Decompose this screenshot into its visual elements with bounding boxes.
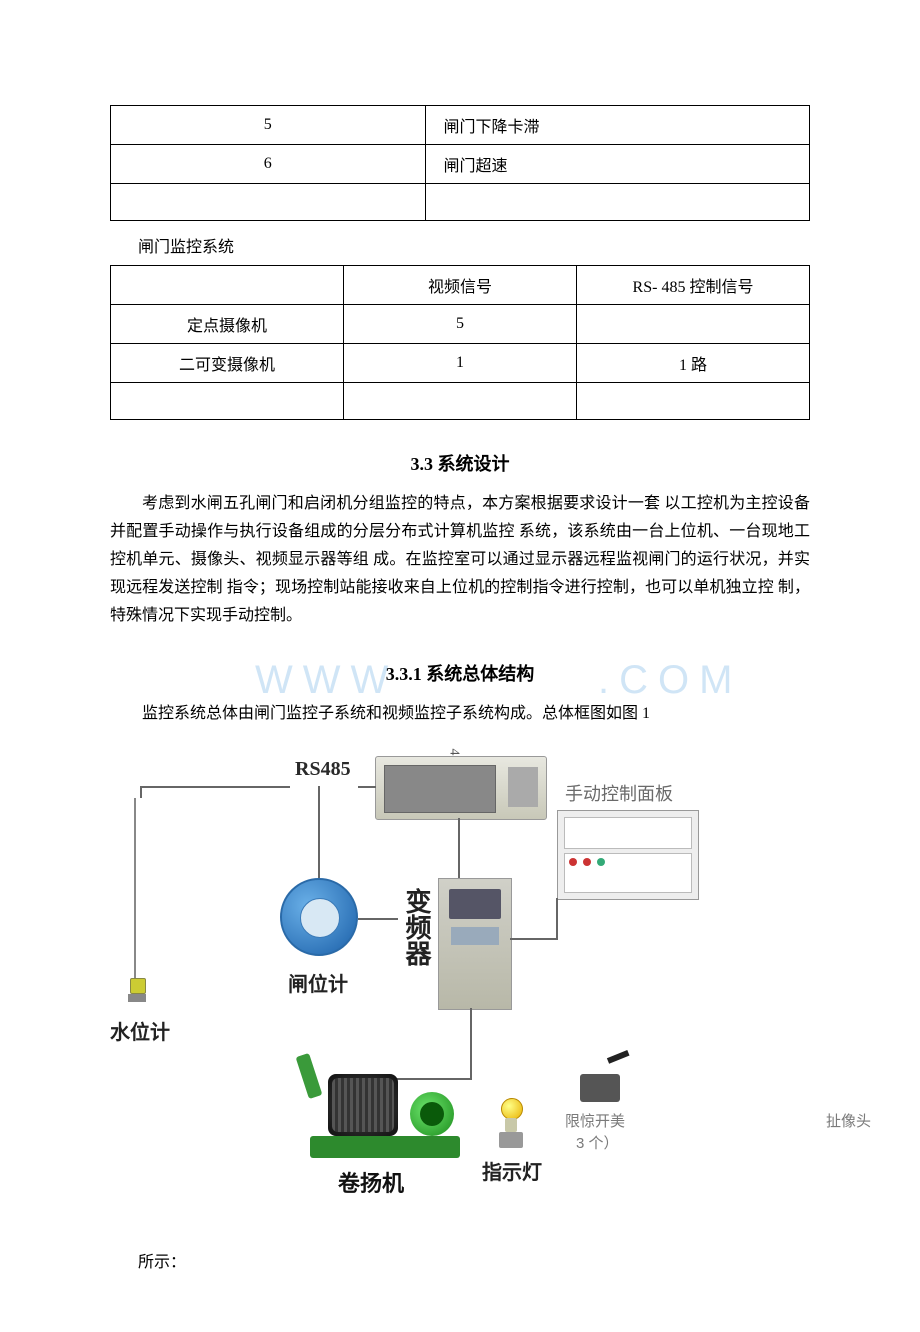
connector-line [510, 938, 558, 940]
water-meter-icon [130, 798, 142, 998]
table-row: 6 闸门超速 [111, 145, 810, 184]
limit-switch-icon [572, 1058, 632, 1106]
label-suoshi: 所示： [138, 1248, 810, 1272]
cell: 5 [344, 305, 577, 344]
cell [577, 383, 810, 420]
gate-meter-icon [280, 878, 358, 956]
connector-line [358, 918, 398, 920]
table-row: 定点摄像机 5 [111, 305, 810, 344]
label-camera: 扯像头 [826, 1110, 871, 1131]
cell [111, 184, 426, 221]
cell: 5 [111, 106, 426, 145]
heading-3-3: 3.3 系统设计 [110, 450, 810, 476]
connector-line [470, 1008, 472, 1078]
paragraph-3-3: 考虑到水闸五孔闸门和启闭机分组监控的特点，本方案根据要求设计一套 以工控机为主控… [110, 490, 810, 630]
cell [344, 383, 577, 420]
label-water-meter: 水位计 [110, 1016, 170, 1045]
heading-text: 系统总体结构 [426, 664, 534, 684]
cell-header: 视频信号 [344, 266, 577, 305]
paragraph-3-3-1: 监控系统总体由闸门监控子系统和视频监控子系统构成。总体框图如图 1 [110, 700, 810, 728]
heading-text: 系统设计 [438, 454, 510, 474]
label-vfd: 变频器 [398, 888, 435, 966]
label-gate-meter: 闸位计 [288, 968, 348, 997]
connector-line [140, 786, 290, 788]
label-limit: 限惊开美 [565, 1110, 625, 1131]
cell: 6 [111, 145, 426, 184]
cell: 1 路 [577, 344, 810, 383]
cell: 定点摄像机 [111, 305, 344, 344]
label-winch: 卷扬机 [338, 1166, 404, 1198]
cell: 闸门超速 [425, 145, 809, 184]
vfd-box-icon [438, 878, 512, 1010]
indicator-icon [495, 1098, 527, 1150]
cell: 闸门下降卡滞 [425, 106, 809, 145]
table-row [111, 383, 810, 420]
table-row [111, 184, 810, 221]
heading-number: 3.3.1 [386, 664, 427, 684]
winch-icon [310, 1058, 460, 1158]
cell [425, 184, 809, 221]
table-row: 视频信号 RS- 485 控制信号 [111, 266, 810, 305]
table-row: 5 闸门下降卡滞 [111, 106, 810, 145]
diagram-area: RS485 手动控制面板 [180, 738, 640, 1198]
table-fault-codes: 5 闸门下降卡滞 6 闸门超速 [110, 105, 810, 221]
cell-header [111, 266, 344, 305]
label-rs485: RS485 [295, 758, 351, 781]
label-manual-panel: 手动控制面板 [565, 780, 673, 806]
cell: 二可变摄像机 [111, 344, 344, 383]
label-indicator: 指示灯 [482, 1156, 542, 1185]
page-container: 5 闸门下降卡滞 6 闸门超速 闸门监控系统 视频信号 RS- 485 控制信号… [0, 0, 920, 1332]
server-box-icon [375, 756, 547, 820]
system-diagram: 4 RS485 手动控制面板 [110, 738, 810, 1238]
heading-number: 3.3 [411, 454, 438, 474]
connector-line [318, 786, 320, 878]
connector-line [358, 786, 376, 788]
cell [111, 383, 344, 420]
table-row: 二可变摄像机 1 1 路 [111, 344, 810, 383]
cell [577, 305, 810, 344]
connector-line [458, 818, 460, 878]
table-signals: 视频信号 RS- 485 控制信号 定点摄像机 5 二可变摄像机 1 1 路 [110, 265, 810, 420]
cell: 1 [344, 344, 577, 383]
label-limit-sub: 3 个） [576, 1132, 619, 1153]
cell-header: RS- 485 控制信号 [577, 266, 810, 305]
connector-line [556, 898, 558, 940]
panel-box-icon [557, 810, 699, 900]
subtitle-monitor-system: 闸门监控系统 [138, 233, 810, 257]
heading-3-3-1: 3.3.1 系统总体结构 [110, 660, 810, 686]
